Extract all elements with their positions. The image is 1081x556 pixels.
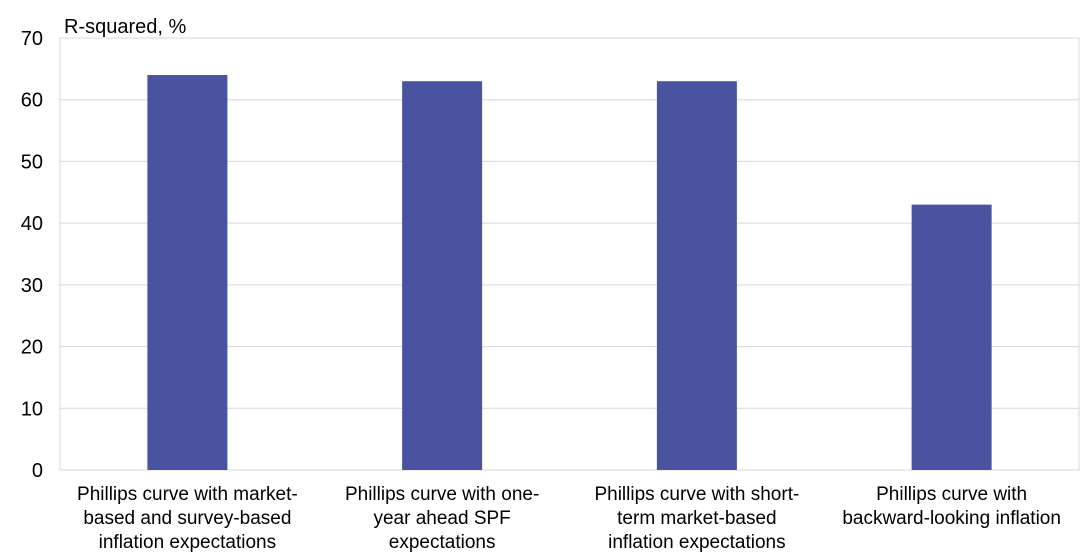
x-category-label-line: Phillips curve with <box>876 484 1027 505</box>
x-category-label-line: Phillips curve with short- <box>594 484 799 505</box>
x-category-label-line: Phillips curve with market- <box>77 484 298 505</box>
bar <box>911 204 992 470</box>
y-tick-label: 30 <box>21 275 43 297</box>
y-axis-title: R-squared, % <box>64 16 186 38</box>
x-category-label-line: based and survey-based <box>83 508 291 529</box>
y-tick-label: 20 <box>21 337 43 359</box>
x-category-label-line: term market-based <box>617 508 776 529</box>
x-category-label: Phillips curve with short-term market-ba… <box>594 484 799 553</box>
y-axis-ticks: 0 10 20 30 40 50 60 70 <box>21 28 43 482</box>
x-category-label-line: year ahead SPF <box>373 508 510 529</box>
x-category-label-line: inflation expectations <box>608 532 785 553</box>
bar <box>656 81 737 470</box>
y-tick-label: 40 <box>21 213 43 235</box>
bar <box>147 75 228 471</box>
gridlines <box>60 37 1079 471</box>
x-category-label-line: backward-looking inflation <box>842 508 1061 529</box>
x-axis-categories: Phillips curve with market-based and sur… <box>77 484 1061 553</box>
x-category-label: Phillips curve with backward-looking infl… <box>842 484 1061 529</box>
y-tick-label: 50 <box>21 151 43 173</box>
bar <box>402 81 483 470</box>
x-category-label-line: inflation expectations <box>99 532 276 553</box>
y-tick-label: 60 <box>21 90 43 112</box>
x-category-label: Phillips curve with market-based and sur… <box>77 484 298 553</box>
y-tick-label: 70 <box>21 28 43 50</box>
x-category-label-line: expectations <box>389 532 496 553</box>
y-tick-label: 10 <box>21 398 43 420</box>
x-category-label-line: Phillips curve with one- <box>345 484 539 505</box>
y-tick-label: 0 <box>32 460 43 482</box>
bars <box>147 75 992 471</box>
x-category-label: Phillips curve with one-year ahead SPF ex… <box>345 484 539 553</box>
